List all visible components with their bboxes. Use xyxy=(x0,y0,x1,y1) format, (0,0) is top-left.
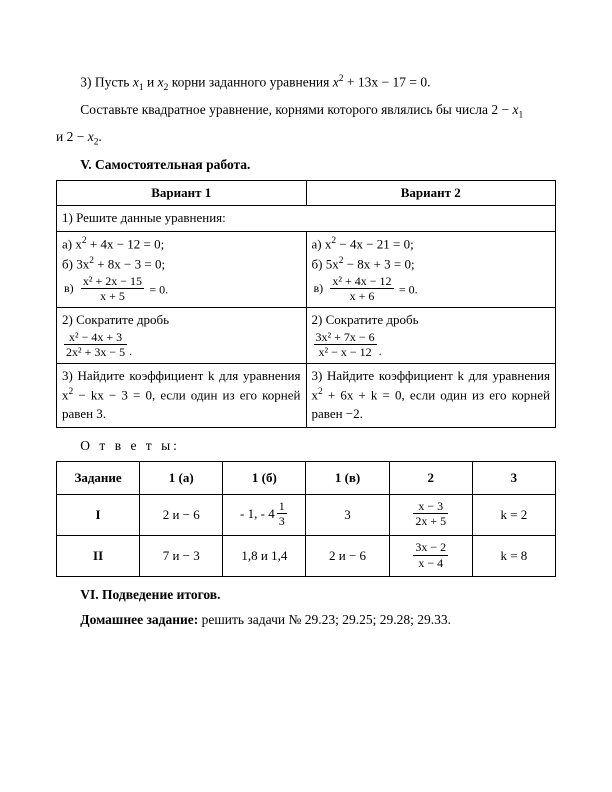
ans-h3: 1 (в) xyxy=(306,461,389,494)
intro-line-2: Составьте квадратное уравнение, корнями … xyxy=(56,100,556,123)
num: x − 3 xyxy=(413,500,448,515)
num: x² − 4x + 3 xyxy=(64,331,127,346)
ans-h0: Задание xyxy=(57,461,140,494)
r1c1: 2 и − 6 xyxy=(140,494,223,535)
t: и 2 − xyxy=(56,129,88,144)
t: Составьте квадратное уравнение, корнями … xyxy=(80,102,512,117)
t: 3) Найдите коэффициент k для уравнения xyxy=(62,368,301,383)
t: а) x xyxy=(62,237,82,252)
col-variant-2: Вариант 2 xyxy=(306,180,556,206)
fraction: 3x − 2x − 4 xyxy=(411,541,450,569)
fraction: 13 xyxy=(275,500,289,528)
homework-label: Домашнее задание: xyxy=(80,612,198,627)
r2c1: 7 и − 3 xyxy=(140,536,223,577)
ans-h4: 2 xyxy=(389,461,472,494)
num: x² + 4x − 12 xyxy=(330,275,393,290)
den: x − 4 xyxy=(413,556,448,570)
r1c4: x − 32x + 5 xyxy=(389,494,472,535)
row-II: II xyxy=(57,536,140,577)
t: 2) Сократите дробь xyxy=(62,311,301,330)
v1-task1: а) x2 + 4x − 12 = 0; б) 3x2 + 8x − 3 = 0… xyxy=(57,232,307,308)
eq: = 0. xyxy=(149,282,168,296)
fraction: x² + 2x − 15 x + 5 xyxy=(79,275,146,303)
t: − 4x − 21 = 0; xyxy=(336,237,414,252)
r1c5: k = 2 xyxy=(472,494,555,535)
fraction: x − 32x + 5 xyxy=(411,500,450,528)
v1-task3: 3) Найдите коэффициент k для уравнения x… xyxy=(57,363,307,427)
t: + 4x − 12 = 0; xyxy=(87,237,165,252)
t: + 8x − 3 = 0; xyxy=(94,256,165,271)
den: 2x² + 3x − 5 xyxy=(64,345,127,359)
dot: . xyxy=(98,129,101,144)
t: б) 3x xyxy=(62,256,89,271)
label: в) xyxy=(62,282,76,295)
num: 3x − 2 xyxy=(413,541,448,556)
den: 3 xyxy=(277,514,287,528)
intro-line-1: 3) Пусть x1 и x2 корни заданного уравнен… xyxy=(56,72,556,96)
v2-task3: 3) Найдите коэффициент k для уравнения x… xyxy=(306,363,556,427)
den: x + 6 xyxy=(330,289,393,303)
pre: - 1, - 4 xyxy=(240,506,275,521)
r2c4: 3x − 2x − 4 xyxy=(389,536,472,577)
problems-table: Вариант 1 Вариант 2 1) Решите данные ура… xyxy=(56,180,556,428)
r2c5: k = 8 xyxy=(472,536,555,577)
homework: Домашнее задание: решить задачи № 29.23;… xyxy=(56,610,556,631)
t: + 6x + k = 0, если один из его корней ра… xyxy=(312,387,551,421)
den: x² − x − 12 xyxy=(314,345,377,359)
task-1-title: 1) Решите данные уравнения: xyxy=(57,206,556,232)
t: − kx − 3 = 0, если один из его корней ра… xyxy=(62,387,301,421)
t: б) 5x xyxy=(312,256,339,271)
ans-h5: 3 xyxy=(472,461,555,494)
row-I: I xyxy=(57,494,140,535)
eq-rest: + 13x − 17 = 0. xyxy=(343,75,430,90)
v2-task2: 2) Сократите дробь 3x² + 7x − 6 x² − x −… xyxy=(306,307,556,363)
t: 3) Пусть xyxy=(80,75,133,90)
r2c3: 2 и − 6 xyxy=(306,536,389,577)
t: и xyxy=(144,75,158,90)
num: x² + 2x − 15 xyxy=(81,275,144,290)
section-6-title: VI. Подведение итогов. xyxy=(56,585,556,606)
dot: . xyxy=(129,344,132,358)
v1-task2: 2) Сократите дробь x² − 4x + 3 2x² + 3x … xyxy=(57,307,307,363)
eq: = 0. xyxy=(399,282,418,296)
fraction: 3x² + 7x − 6 x² − x − 12 xyxy=(312,331,379,359)
num: 1 xyxy=(277,500,287,515)
t: 2) Сократите дробь xyxy=(312,311,551,330)
col-variant-1: Вариант 1 xyxy=(57,180,307,206)
v2-task1: а) x2 − 4x − 21 = 0; б) 5x2 − 8x + 3 = 0… xyxy=(306,232,556,308)
t: − 8x + 3 = 0; xyxy=(343,256,414,271)
ans-h2: 1 (б) xyxy=(223,461,306,494)
ans-h1: 1 (а) xyxy=(140,461,223,494)
t: 3) Найдите коэффициент k для уравнения xyxy=(312,368,551,383)
t: а) x xyxy=(312,237,332,252)
fraction: x² − 4x + 3 2x² + 3x − 5 xyxy=(62,331,129,359)
den: x + 5 xyxy=(81,289,144,303)
r1c3: 3 xyxy=(306,494,389,535)
answers-table: Задание 1 (а) 1 (б) 1 (в) 2 3 I 2 и − 6 … xyxy=(56,461,556,578)
label: в) xyxy=(312,282,326,295)
dot: . xyxy=(379,344,382,358)
t: корни заданного уравнения xyxy=(168,75,332,90)
homework-text: решить задачи № 29.23; 29.25; 29.28; 29.… xyxy=(198,612,451,627)
answers-label: О т в е т ы: xyxy=(56,436,556,457)
section-5-title: V. Самостоятельная работа. xyxy=(56,155,556,176)
den: 2x + 5 xyxy=(413,514,448,528)
fraction: x² + 4x − 12 x + 6 xyxy=(328,275,395,303)
r2c2: 1,8 и 1,4 xyxy=(223,536,306,577)
intro-line-3: и 2 − x2. xyxy=(56,127,556,150)
r1c2: - 1, - 413 xyxy=(223,494,306,535)
sub1: 1 xyxy=(518,111,523,121)
num: 3x² + 7x − 6 xyxy=(314,331,377,346)
